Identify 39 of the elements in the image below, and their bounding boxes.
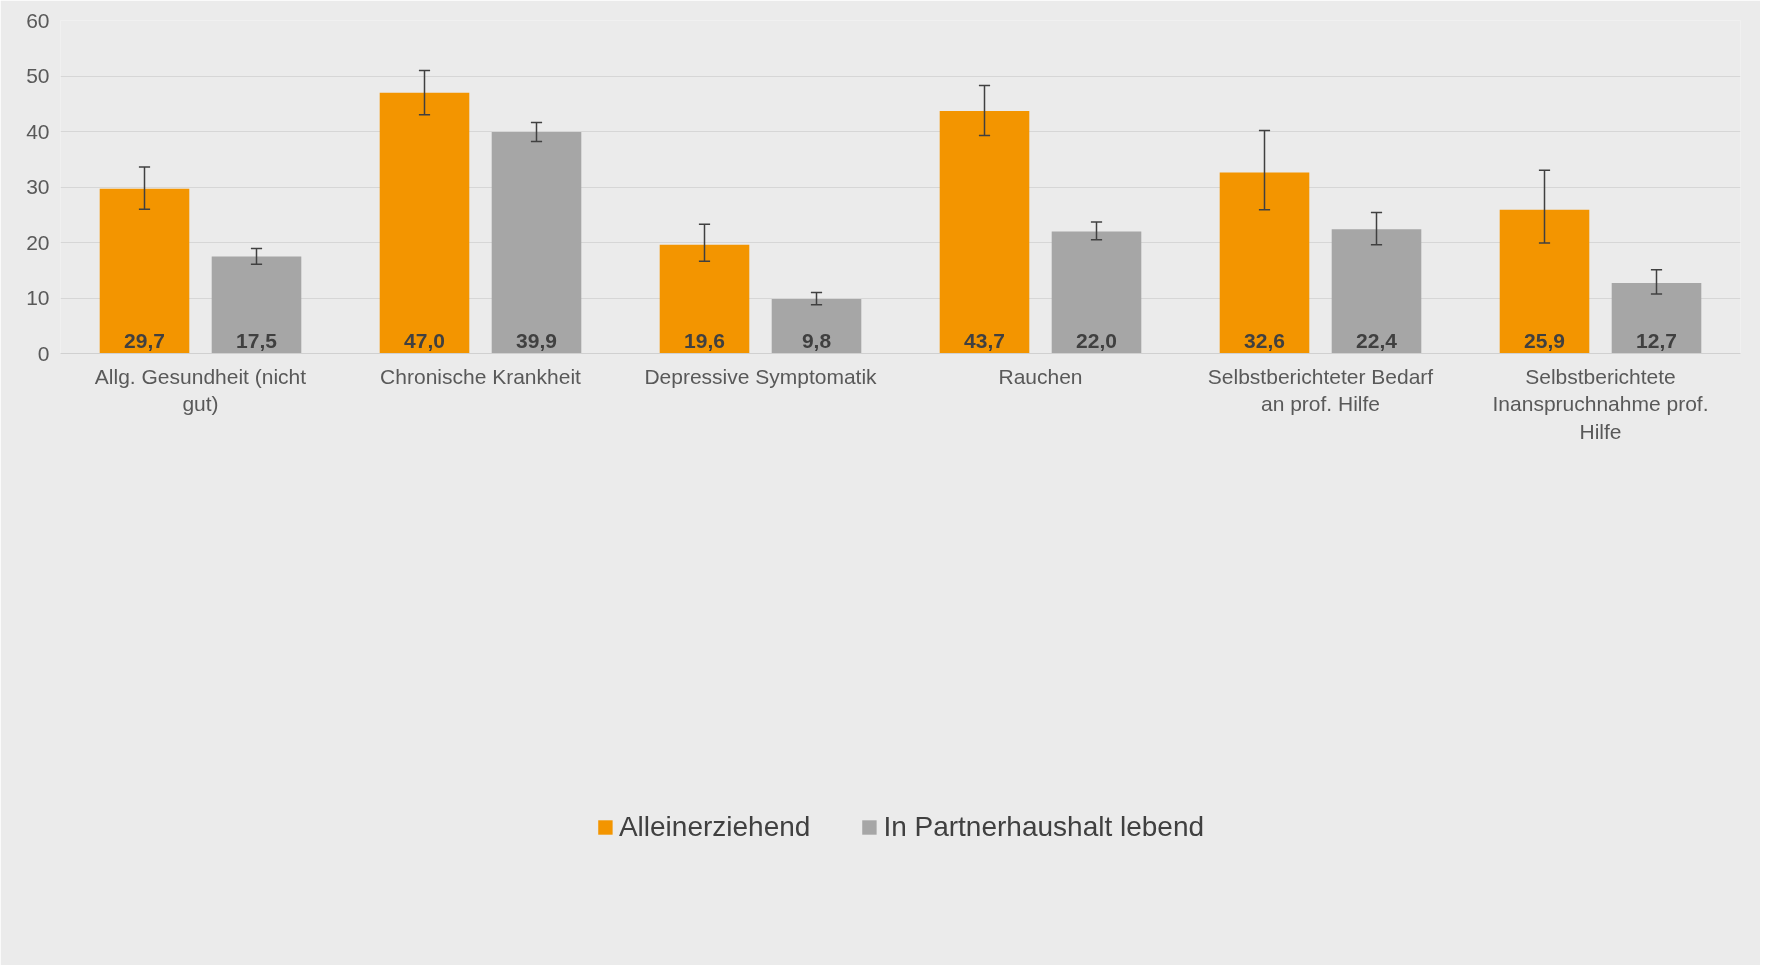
- bar: [1051, 231, 1142, 354]
- y-tick-label: 20: [26, 230, 50, 254]
- bar: [211, 256, 302, 354]
- data-label: 47,0: [404, 328, 445, 352]
- data-label: 9,8: [801, 328, 832, 352]
- x-tick-label: Selbstberichtete Inanspruchnahme prof. Hilfe: [1492, 364, 1709, 443]
- y-tick-label: 0: [37, 341, 50, 365]
- bar: [1611, 283, 1702, 354]
- data-label: 22,4: [1356, 328, 1398, 352]
- data-label: 22,0: [1076, 328, 1117, 352]
- data-label: 25,9: [1524, 328, 1565, 352]
- x-tick-label: Depressive Symptomatik: [644, 364, 878, 388]
- data-label: 29,7: [124, 328, 165, 352]
- legend-label: In Partnerhaushalt lebend: [883, 811, 1205, 843]
- data-label: 19,6: [684, 328, 725, 352]
- bar: [491, 132, 582, 354]
- bar: [379, 92, 470, 354]
- y-tick-label: 10: [26, 286, 50, 309]
- data-label: 43,7: [964, 328, 1005, 352]
- x-tick-label: Selbstberichteter Bedarf an prof. Hilfe: [1207, 364, 1434, 416]
- data-label: 17,5: [236, 328, 278, 352]
- bar: [1219, 172, 1310, 354]
- x-tick-label: Allg. Gesundheit (nicht gut): [94, 364, 307, 416]
- data-label: 32,6: [1244, 328, 1285, 352]
- bar: [1499, 209, 1590, 354]
- bar: [939, 110, 1030, 354]
- y-tick-label: 50: [26, 64, 50, 87]
- y-tick-label: 40: [26, 119, 50, 143]
- y-tick-label: 30: [26, 175, 50, 198]
- bar: [771, 299, 862, 354]
- bar: [99, 188, 190, 354]
- data-label: 12,7: [1636, 328, 1677, 352]
- y-tick-label: 60: [26, 8, 50, 32]
- legend-label: Alleinerziehend: [618, 811, 811, 843]
- data-label: 39,9: [516, 328, 557, 352]
- x-tick-label: Rauchen: [998, 364, 1083, 388]
- bar: [659, 244, 750, 354]
- x-tick-label: Chronische Krankheit: [380, 364, 582, 388]
- bar: [1331, 229, 1422, 354]
